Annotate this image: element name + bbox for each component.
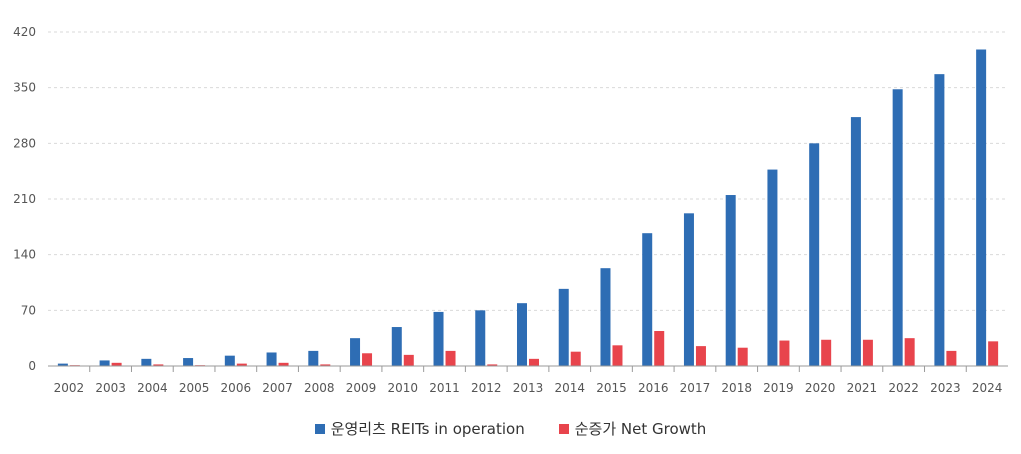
bar-growth [904,338,915,366]
x-tick-label: 2008 [304,381,335,395]
bar-growth [862,339,873,366]
bar-growth [111,362,122,366]
bar-growth [320,364,331,366]
x-tick-label: 2010 [388,381,419,395]
bar-growth [612,345,623,366]
bar-operation [642,233,653,366]
bar-growth [403,354,414,366]
bar-operation [976,49,987,366]
y-tick-label: 420 [13,25,36,39]
y-tick-label: 280 [13,136,36,150]
axes: 0 70 140 210 280 350 420 2002 2003 2004 2005 2006 20… [13,25,1008,395]
bar-operation [57,363,68,366]
bar-growth [153,364,164,366]
bar-operation [683,213,694,366]
bar-operation [767,169,778,366]
y-tick-label: 210 [13,192,36,206]
y-tick-label: 70 [21,303,36,317]
legend-label-growth: 순증가 Net Growth [574,420,707,438]
legend-swatch-growth [558,423,569,434]
bar-growth [487,364,498,366]
y-tick-label: 140 [13,248,36,262]
legend-item-growth: 순증가 Net Growth [558,418,707,439]
y-tick-label: 350 [13,81,36,95]
x-tick-label: 2009 [346,381,377,395]
bar-growth [779,340,790,366]
bar-operation [308,350,319,366]
x-tick-label: 2007 [262,381,293,395]
bar-growth [988,341,999,366]
x-tick-label: 2017 [680,381,711,395]
bar-operation [99,360,110,366]
x-tick-label: 2012 [471,381,502,395]
bar-operation [809,143,820,366]
bar-growth [737,347,748,366]
x-tick-label: 2023 [930,381,961,395]
x-tick-label: 2019 [763,381,794,395]
x-tick-label: 2015 [596,381,627,395]
x-tick-label: 2020 [805,381,836,395]
bar-operation [183,358,194,366]
x-tick-label: 2002 [54,381,85,395]
y-tick-label: 0 [28,359,36,373]
bar-chart: 0 70 140 210 280 350 420 2002 2003 2004 2005 2006 20… [13,25,1008,395]
x-tick-label: 2022 [888,381,919,395]
x-tick-label: 2005 [179,381,210,395]
bar-growth [654,331,665,366]
bar-growth [821,339,832,366]
legend: 운영리츠 REITs in operation 순증가 Net Growth [0,418,1021,439]
bar-operation [892,89,903,366]
bars [57,49,999,367]
bar-operation [600,268,611,366]
bar-operation [141,358,152,366]
legend-label-operation: 운영리츠 REITs in operation [330,420,525,438]
bar-operation [558,288,569,366]
bar-growth [695,346,706,366]
bar-operation [266,352,277,366]
bar-operation [433,311,444,366]
bar-growth [278,362,289,366]
x-tick-label: 2018 [721,381,752,395]
bar-growth [570,351,581,366]
legend-swatch-operation [314,423,325,434]
bar-operation [391,327,402,366]
bar-operation [850,117,861,366]
bar-operation [350,338,361,366]
gridlines [48,31,1008,311]
x-tick-label: 2016 [638,381,669,395]
bar-operation [934,74,945,367]
bar-growth [445,350,456,366]
x-tick-label: 2021 [847,381,878,395]
bar-operation [475,310,486,366]
x-tick-label: 2004 [137,381,168,395]
bar-operation [725,195,736,366]
bar-growth [946,350,957,366]
legend-item-operation: 운영리츠 REITs in operation [314,418,525,439]
bar-growth [236,363,247,366]
x-tick-label: 2011 [429,381,460,395]
x-tick-label: 2013 [513,381,544,395]
x-tick-label: 2024 [972,381,1003,395]
bar-growth [529,358,539,366]
x-tick-label: 2014 [554,381,585,395]
bar-operation [224,355,235,366]
bar-operation [517,303,527,366]
bar-growth [362,353,373,366]
x-tick-label: 2003 [95,381,126,395]
x-tick-label: 2006 [221,381,252,395]
